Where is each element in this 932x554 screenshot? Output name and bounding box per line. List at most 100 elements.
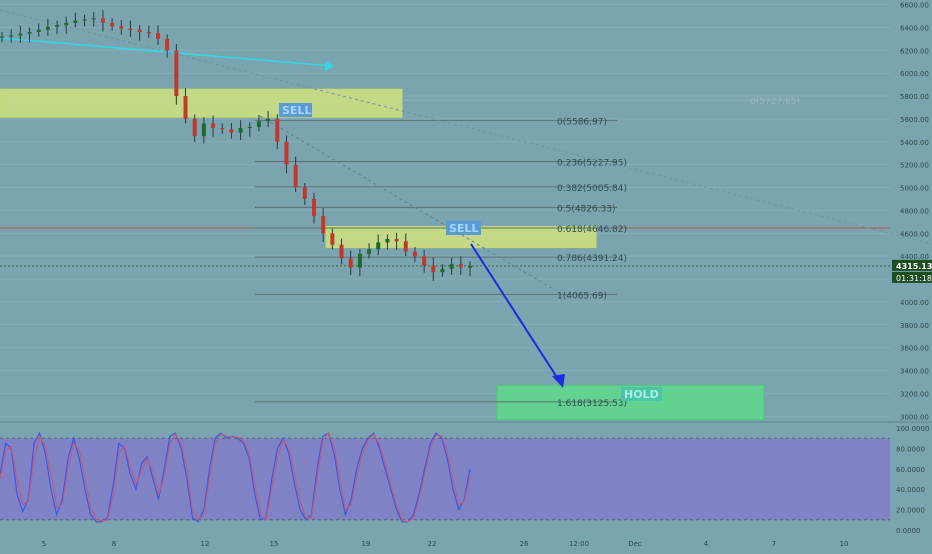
time-tick-label: 7 <box>772 540 776 548</box>
price-tick-label: 3000.00 <box>900 413 929 421</box>
oscillator-tick-label: 40.0000 <box>896 486 925 494</box>
candle-body <box>119 26 124 29</box>
candle-body <box>165 38 170 51</box>
time-tick-label: 12:00 <box>569 540 589 548</box>
price-tick-label: 3800.00 <box>900 322 929 330</box>
candle-body <box>458 264 463 268</box>
candle-body <box>256 121 261 127</box>
candle-body <box>110 22 115 27</box>
candle-body <box>348 258 353 268</box>
price-tick-label: 4000.00 <box>900 299 929 307</box>
countdown-badge <box>892 271 932 283</box>
faded-fib-label: 0(5727.65) <box>750 97 800 107</box>
candle-body <box>376 242 381 250</box>
candle-body <box>73 20 78 23</box>
candle-body <box>64 22 69 26</box>
trend-lines <box>0 9 932 388</box>
fib-label: 0.382(5005.84) <box>557 184 627 194</box>
candle-body <box>357 253 362 268</box>
candle-body <box>91 18 96 20</box>
candle-body <box>18 33 23 36</box>
stochastic-d-line <box>0 431 471 523</box>
candle-body <box>321 216 326 234</box>
time-tick-label: 22 <box>428 540 437 548</box>
candle-body <box>293 164 298 188</box>
trend-arrow-line <box>0 37 333 67</box>
price-tick-label: 6400.00 <box>900 24 929 32</box>
oscillator-panel: 100.0000 80.0000 60.0000 40.0000 20.0000 0.00… <box>0 421 932 535</box>
fib-levels: 0(5586.97) 0.236(5227.95) 0.382(5005.84) 0.… <box>255 97 800 409</box>
candle-body <box>9 35 14 37</box>
time-axis[interactable]: 5 8 12 15 19 22 26 12:00 Dec 4 7 10 <box>42 540 849 548</box>
zone-label: SELL <box>449 222 478 235</box>
zone-label: HOLD <box>624 388 659 401</box>
candle-body <box>275 118 280 142</box>
target-arrow-line <box>470 243 561 383</box>
fib-label: 0.618(4646.82) <box>557 225 627 235</box>
candle-body <box>394 239 399 242</box>
countdown-label: 01:31:18 <box>896 274 932 283</box>
candle-body <box>385 239 390 243</box>
candle-body <box>82 19 87 21</box>
candle-body <box>36 29 41 33</box>
price-tick-label: 4400.00 <box>900 253 929 261</box>
candle-body <box>238 128 243 133</box>
candle-body <box>403 241 408 252</box>
sell-zone <box>0 88 403 118</box>
time-tick-label: 12 <box>201 540 210 548</box>
fib-label: 0(5586.97) <box>557 117 607 127</box>
candle-body <box>174 50 179 97</box>
fib-label: 0.786(4391.24) <box>557 254 627 264</box>
fib-label: 1.618(3125.53) <box>557 399 627 409</box>
zone-labels: SELL SELL HOLD <box>279 103 662 401</box>
candle-body <box>440 268 445 273</box>
current-price-badge <box>892 259 932 271</box>
candle-body <box>137 29 142 33</box>
price-tick-label: 4800.00 <box>900 207 929 215</box>
long-dashed-trend <box>0 9 932 245</box>
time-tick-label: 19 <box>362 540 371 548</box>
candle-body <box>128 28 133 30</box>
candle-body <box>422 256 427 266</box>
candle-body <box>412 251 417 257</box>
candle-body <box>156 33 160 39</box>
candle-body <box>339 244 344 259</box>
zone-label-bg <box>621 387 662 401</box>
price-tick-label: 5200.00 <box>900 162 929 170</box>
zone-label-bg <box>446 221 481 235</box>
trend-arrow-head <box>325 61 334 71</box>
price-tick-label: 6000.00 <box>900 70 929 78</box>
candle-body <box>247 126 252 129</box>
candle-body <box>0 36 4 38</box>
oscillator-tick-label: 20.0000 <box>896 507 925 515</box>
fib-label: 0.236(5227.95) <box>557 158 627 168</box>
candles <box>0 10 472 281</box>
candle-body <box>146 32 151 34</box>
candle-body <box>266 118 271 122</box>
candle-body <box>192 118 197 137</box>
candle-body <box>367 249 372 254</box>
candle-body <box>220 128 225 130</box>
candle-body <box>55 25 60 27</box>
zone-label-bg <box>279 103 312 117</box>
fib-label: 0.5(4826.33) <box>557 204 616 214</box>
target-arrow-head <box>552 374 565 388</box>
price-axis[interactable]: 6600.00 6400.00 6200.00 6000.00 5800.00 5600.… <box>892 2 932 422</box>
oscillator-tick-label: 80.0000 <box>896 445 925 453</box>
price-tick-label: 3200.00 <box>900 390 929 398</box>
candle-body <box>312 198 316 217</box>
price-tick-label: 6600.00 <box>900 2 929 10</box>
candle-body <box>431 265 436 273</box>
candle-body <box>229 129 234 133</box>
price-tick-label: 3600.00 <box>900 345 929 353</box>
candle-body <box>45 26 50 30</box>
price-tick-label: 6200.00 <box>900 47 929 55</box>
oscillator-tick-label: 0.0000 <box>896 527 921 535</box>
candle-body <box>211 123 216 129</box>
candle-body <box>201 123 206 137</box>
current-price-label: 4315.13 <box>896 262 932 271</box>
time-tick-label: 10 <box>840 540 849 548</box>
candle-body <box>449 264 454 269</box>
oscillator-tick-label: 60.0000 <box>896 466 925 474</box>
